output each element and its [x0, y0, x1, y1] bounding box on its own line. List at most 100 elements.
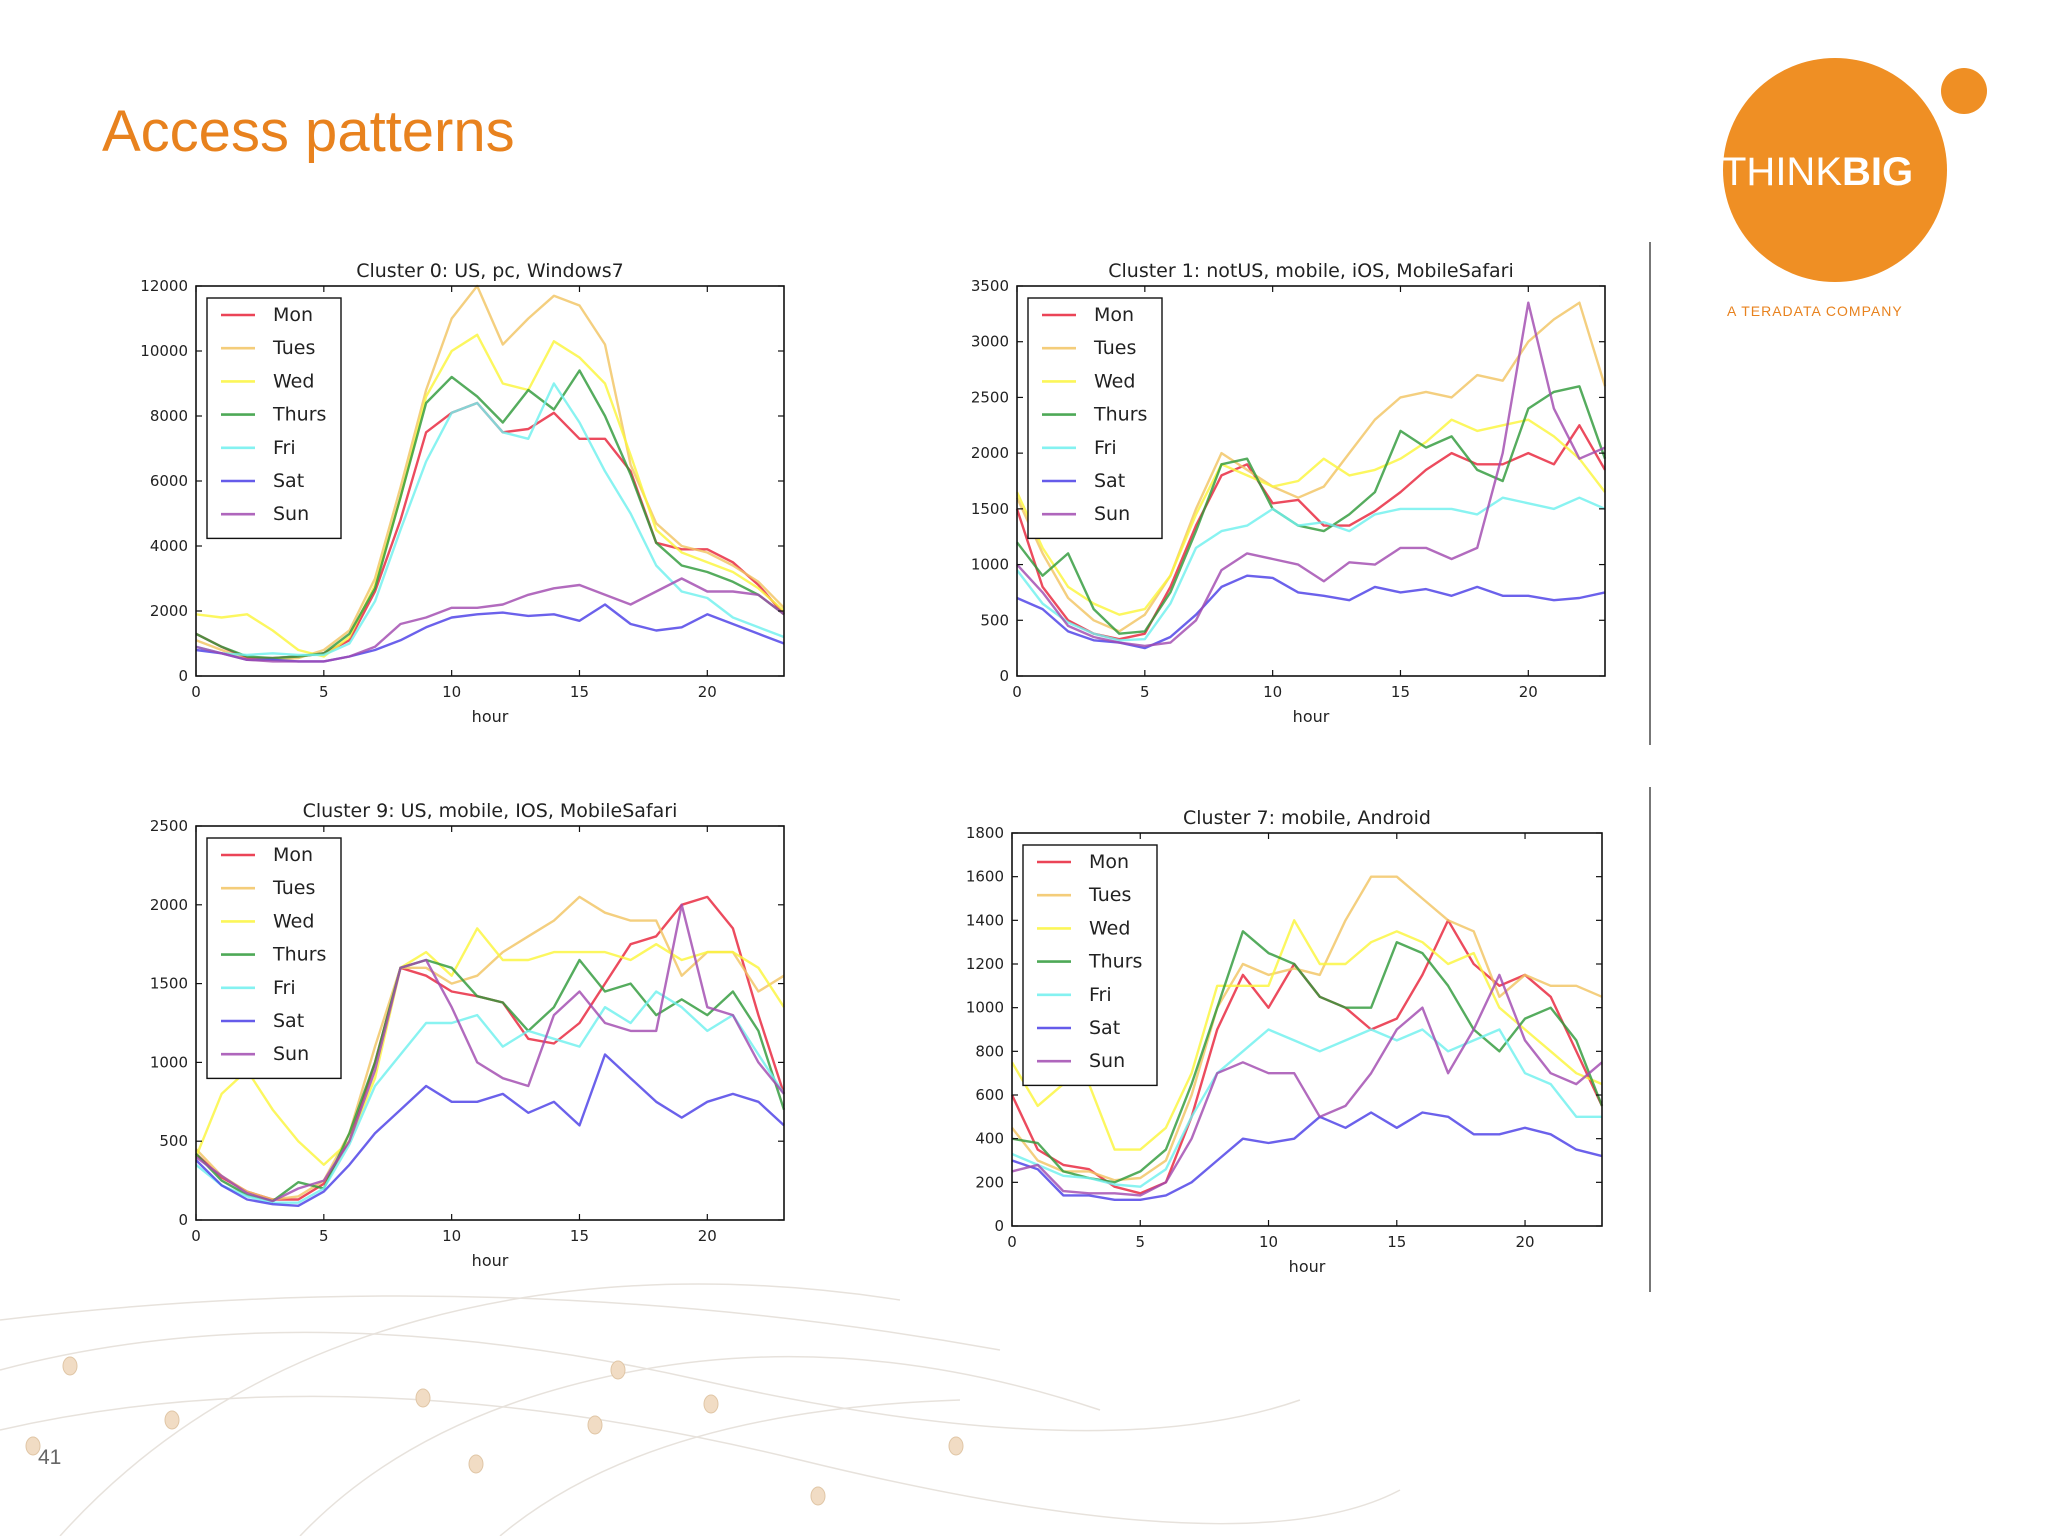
x-tick-label: 5 [1140, 683, 1150, 701]
series-line-sun [195, 903, 785, 1203]
divider-line-top [1649, 242, 1651, 745]
series-line-tues [1011, 875, 1603, 1182]
series-line-sat [1011, 1111, 1603, 1202]
chart-title: Cluster 1: notUS, mobile, iOS, MobileSaf… [1108, 260, 1514, 282]
series-line-thurs [1011, 930, 1604, 1184]
y-tick-label: 3000 [971, 333, 1009, 351]
y-tick-label: 2500 [971, 388, 1009, 406]
x-tick-label: 20 [1515, 1233, 1534, 1251]
legend-label-fri: Fri [273, 437, 296, 459]
x-tick-label: 20 [698, 1227, 717, 1245]
legend-label-sun: Sun [273, 503, 309, 525]
legend-label-fri: Fri [1089, 984, 1112, 1006]
y-tick-label: 12000 [140, 277, 188, 295]
y-tick-label: 1800 [966, 824, 1004, 842]
series-line-fri [195, 382, 785, 657]
legend: Mon Tues Wed Thurs Fri Sat Sun [1027, 297, 1163, 540]
legend-label-sat: Sat [1094, 470, 1125, 492]
legend-label-mon: Mon [273, 304, 313, 326]
y-tick-label: 8000 [150, 407, 188, 425]
legend-label-thurs: Thurs [1088, 951, 1142, 973]
y-tick-label: 3500 [971, 277, 1009, 295]
series-line-thurs [195, 369, 785, 660]
y-tick-label: 1200 [966, 955, 1004, 973]
legend-box [206, 297, 342, 540]
series-line-thurs [195, 958, 786, 1203]
legend-label-wed: Wed [273, 910, 314, 932]
legend: Mon Tues Wed Thurs Fri Sat Sun [206, 837, 342, 1080]
legend-label-tues: Tues [1088, 884, 1131, 906]
page-number: 41 [38, 1446, 62, 1469]
legend-label-sat: Sat [273, 470, 304, 492]
series-line-fri [1011, 1028, 1602, 1188]
x-tick-label: 5 [319, 683, 329, 701]
x-tick-label: 0 [1007, 1233, 1017, 1251]
chart-title: Cluster 0: US, pc, Windows7 [356, 260, 624, 282]
legend-label-sat: Sat [1089, 1017, 1120, 1039]
y-tick-label: 600 [975, 1086, 1004, 1104]
legend-label-sun: Sun [1089, 1050, 1125, 1072]
y-tick-label: 1500 [150, 975, 188, 993]
y-tick-label: 1600 [966, 868, 1004, 886]
legend-label-thurs: Thurs [272, 404, 326, 426]
legend-label-mon: Mon [273, 844, 313, 866]
y-tick-label: 0 [999, 667, 1009, 685]
legend-label-wed: Wed [1089, 917, 1130, 939]
x-tick-label: 10 [442, 683, 461, 701]
x-axis-label: hour [472, 707, 509, 726]
x-tick-label: 10 [1259, 1233, 1278, 1251]
y-tick-label: 2000 [150, 896, 188, 914]
legend-box [1027, 297, 1163, 540]
series-line-sat [195, 1053, 785, 1208]
x-axis-label: hour [1293, 707, 1330, 726]
legend-label-tues: Tues [272, 877, 315, 899]
logo-word-think: THINK [1722, 150, 1842, 194]
legend-label-fri: Fri [273, 977, 296, 999]
x-tick-label: 5 [1135, 1233, 1145, 1251]
legend-label-fri: Fri [1094, 437, 1117, 459]
logo-word-big: BIG [1842, 150, 1913, 194]
x-tick-label: 10 [1263, 683, 1282, 701]
series-line-sun [1016, 301, 1606, 648]
y-tick-label: 500 [159, 1132, 188, 1150]
chart-0: Cluster 0: US, pc, Windows7 0 5 10 15 20 0 2000… [140, 260, 785, 726]
legend: Mon Tues Wed Thurs Fri Sat Sun [1022, 844, 1158, 1087]
y-tick-label: 2000 [971, 444, 1009, 462]
legend-label-tues: Tues [272, 337, 315, 359]
y-tick-label: 2000 [150, 602, 188, 620]
y-tick-label: 800 [975, 1042, 1004, 1060]
legend-label-thurs: Thurs [272, 944, 326, 966]
series-line-sun [1011, 973, 1603, 1197]
legend-label-sat: Sat [273, 1010, 304, 1032]
plot-frame [1016, 285, 1606, 677]
plot-frame [1011, 832, 1603, 1227]
logo-dot [1941, 68, 1987, 114]
y-tick-label: 500 [980, 611, 1009, 629]
x-tick-label: 15 [1391, 683, 1410, 701]
series-line-sun [195, 577, 785, 663]
chart-2: Cluster 9: US, mobile, IOS, MobileSafari… [150, 800, 786, 1270]
logo-wordmark: THINKBIG [1722, 150, 1913, 194]
legend: Mon Tues Wed Thurs Fri Sat Sun [206, 297, 342, 540]
legend-label-tues: Tues [1093, 337, 1136, 359]
y-tick-label: 1000 [971, 556, 1009, 574]
thinkbig-logo: THINKBIG A TERADATA COMPANY [1722, 58, 1987, 319]
legend-box [206, 837, 342, 1080]
x-axis-label: hour [1289, 1257, 1326, 1276]
x-tick-label: 5 [319, 1227, 329, 1245]
y-tick-label: 1400 [966, 911, 1004, 929]
slide-title: Access patterns [102, 99, 515, 164]
x-tick-label: 10 [442, 1227, 461, 1245]
x-tick-label: 15 [570, 683, 589, 701]
chart-title: Cluster 9: US, mobile, IOS, MobileSafari [303, 800, 678, 822]
y-tick-label: 200 [975, 1173, 1004, 1191]
logo-tagline: A TERADATA COMPANY [1727, 303, 1903, 319]
y-tick-label: 10000 [140, 342, 188, 360]
y-tick-label: 0 [178, 1211, 188, 1229]
x-tick-label: 15 [1387, 1233, 1406, 1251]
x-tick-label: 20 [1519, 683, 1538, 701]
x-axis-label: hour [472, 1251, 509, 1270]
series-line-wed [195, 333, 785, 658]
